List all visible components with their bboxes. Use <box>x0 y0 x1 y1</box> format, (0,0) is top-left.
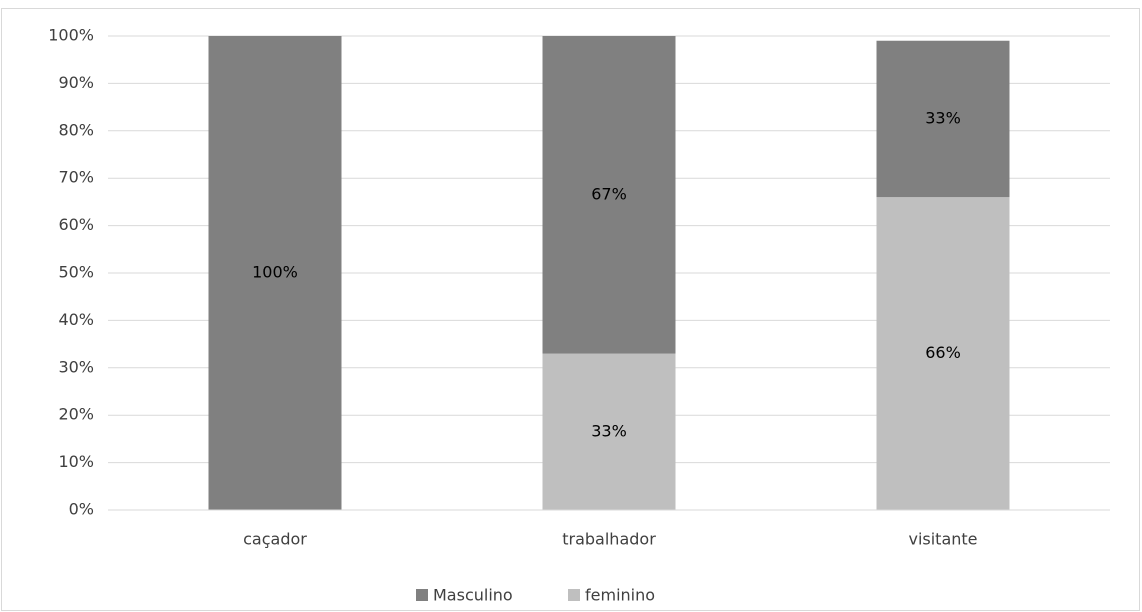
data-label: 33% <box>591 421 627 440</box>
data-label: 66% <box>925 343 961 362</box>
legend-label: Masculino <box>433 586 513 605</box>
y-tick-label: 70% <box>58 168 94 187</box>
data-label: 67% <box>591 184 627 203</box>
legend-swatch <box>568 589 580 601</box>
data-label: 100% <box>252 263 298 282</box>
y-tick-label: 90% <box>58 73 94 92</box>
y-tick-label: 100% <box>48 26 94 45</box>
bar-segment <box>542 353 676 510</box>
bar-segment <box>876 197 1010 510</box>
y-tick-label: 50% <box>58 263 94 282</box>
x-tick-label: trabalhador <box>562 530 656 549</box>
y-tick-label: 80% <box>58 120 94 139</box>
bar-segment <box>542 36 676 354</box>
legend-label: feminino <box>585 586 655 605</box>
data-label: 33% <box>925 108 961 127</box>
y-tick-label: 30% <box>58 357 94 376</box>
x-tick-label: visitante <box>908 530 977 549</box>
y-tick-label: 0% <box>69 500 94 519</box>
legend-swatch <box>416 589 428 601</box>
y-tick-label: 40% <box>58 310 94 329</box>
bar-segment <box>208 36 342 510</box>
y-tick-label: 10% <box>58 452 94 471</box>
x-tick-label: caçador <box>243 530 307 549</box>
y-tick-label: 20% <box>58 405 94 424</box>
bar-segment <box>876 40 1010 198</box>
y-tick-label: 60% <box>58 215 94 234</box>
